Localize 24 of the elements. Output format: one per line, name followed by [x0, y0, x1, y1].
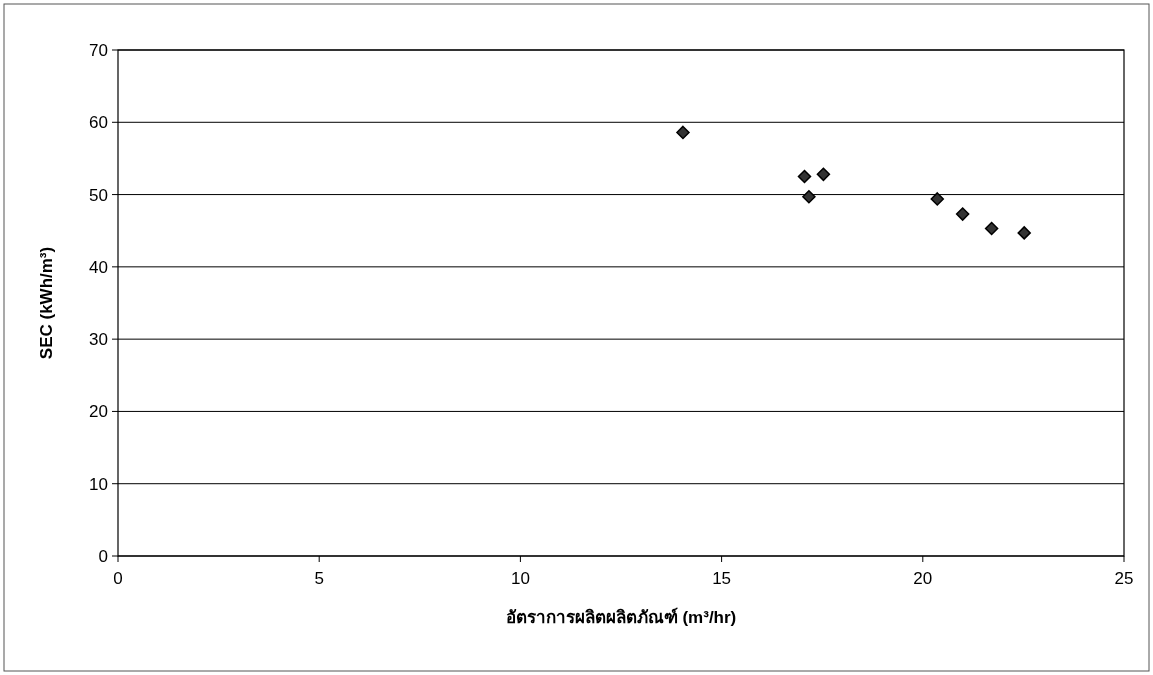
- point: [1017, 226, 1031, 240]
- point: [802, 189, 816, 204]
- point: [930, 192, 945, 206]
- y-tick-label: 10: [89, 474, 108, 494]
- y-axis-title: SEC (kWh/m³): [37, 246, 56, 360]
- y-tick-label: 0: [98, 547, 108, 566]
- y-tick-label: 20: [89, 402, 108, 422]
- y-tick-label: 50: [89, 185, 108, 205]
- x-tick-label: 25: [1114, 569, 1134, 588]
- y-tick-label: 30: [89, 330, 108, 350]
- point: [955, 207, 970, 221]
- point: [676, 125, 690, 140]
- x-tick-label: 20: [913, 569, 933, 588]
- point: [816, 167, 831, 182]
- y-tick-label: 60: [89, 113, 108, 133]
- x-tick-label: 10: [510, 569, 530, 588]
- x-tick-label: 15: [712, 569, 732, 588]
- y-tick-label: 40: [89, 257, 108, 277]
- x-tick-label: 5: [314, 569, 324, 588]
- y-tick-label: 70: [89, 41, 108, 60]
- point: [984, 221, 999, 236]
- point: [797, 169, 812, 184]
- x-tick-label: 0: [113, 569, 123, 588]
- x-axis-title: อัตราการผลิตผลิตภัณฑ์ (m³/hr): [505, 607, 737, 627]
